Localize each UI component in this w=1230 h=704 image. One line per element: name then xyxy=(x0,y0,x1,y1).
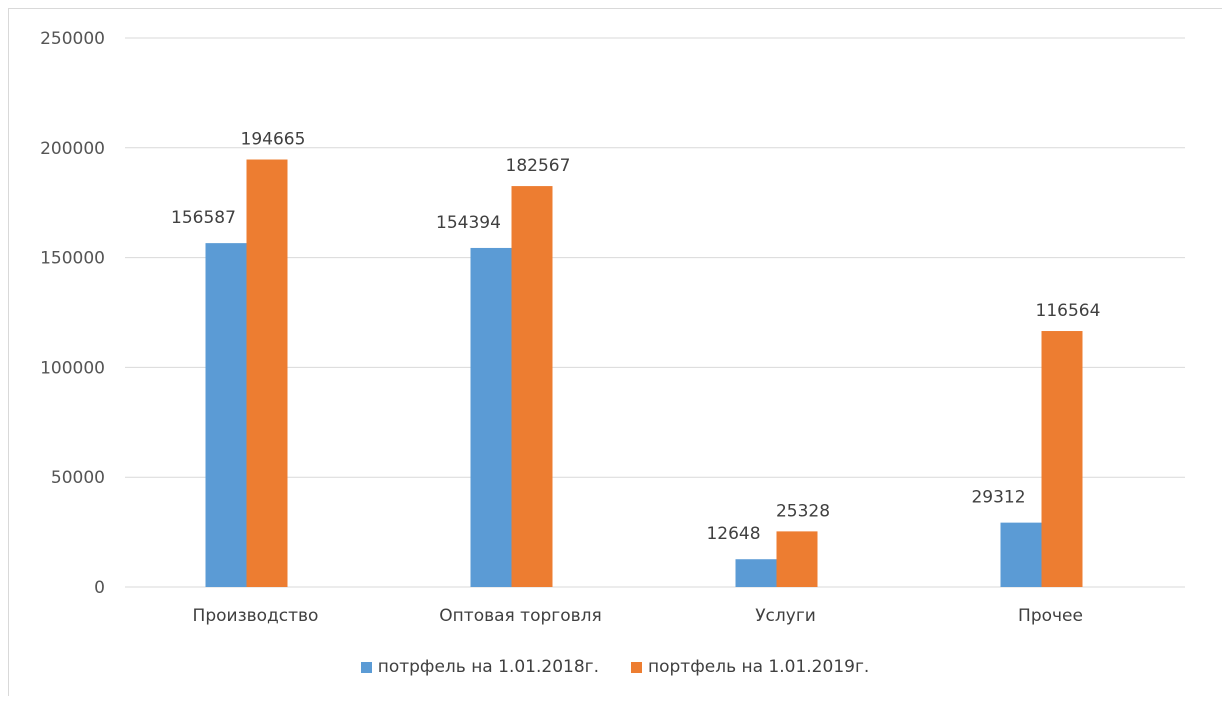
chart-frame xyxy=(8,8,1222,696)
data-label: 12648 xyxy=(706,524,760,544)
bar-chart: 0 50000 100000 150000 200000 250000 156587 194… xyxy=(40,29,1185,626)
x-category-label: Услуги xyxy=(755,606,816,626)
bar xyxy=(511,186,553,587)
x-category-label: Прочее xyxy=(1018,606,1083,626)
bar xyxy=(246,159,288,587)
bar xyxy=(735,559,777,587)
bar xyxy=(1041,331,1083,587)
y-tick-label: 200000 xyxy=(40,139,105,159)
data-label: 29312 xyxy=(971,488,1025,508)
data-label: 154394 xyxy=(436,213,501,233)
y-tick-label: 0 xyxy=(94,578,105,598)
legend-swatch-2019 xyxy=(631,661,642,673)
legend-swatch-2018 xyxy=(360,661,372,673)
bar xyxy=(1000,522,1042,587)
legend-item-2019: портфель на 1.01.2019г. xyxy=(631,657,869,677)
legend-item-2018: потрфель на 1.01.2018г. xyxy=(360,657,599,677)
y-tick-label: 50000 xyxy=(51,468,105,488)
data-label: 156587 xyxy=(171,208,236,228)
legend: потрфель на 1.01.2018г. портфель на 1.01… xyxy=(0,657,1230,677)
x-category-label: Оптовая торговля xyxy=(439,606,601,626)
data-label: 194665 xyxy=(241,130,306,150)
x-category-label: Производство xyxy=(193,606,319,626)
y-tick-label: 250000 xyxy=(40,29,105,49)
legend-label-2019: портфель на 1.01.2019г. xyxy=(648,657,870,677)
y-tick-label: 150000 xyxy=(40,249,105,269)
bar xyxy=(470,247,512,587)
bar xyxy=(776,531,818,587)
y-tick-label: 100000 xyxy=(40,358,105,378)
data-label: 116564 xyxy=(1036,301,1101,321)
bar xyxy=(205,243,247,587)
data-label: 25328 xyxy=(776,501,830,521)
data-label: 182567 xyxy=(506,156,571,176)
legend-label-2018: потрфель на 1.01.2018г. xyxy=(377,657,599,677)
